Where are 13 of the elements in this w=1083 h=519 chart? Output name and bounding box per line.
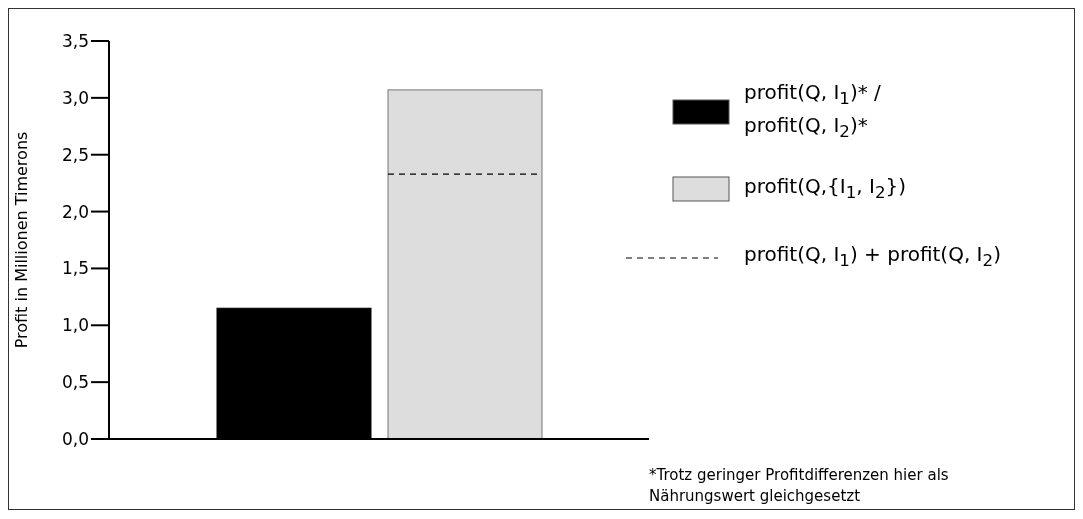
y-tick-label: 2,5 xyxy=(61,144,89,165)
y-tick-label: 3,0 xyxy=(61,87,89,108)
legend-label: profit(Q,{I$_{1}$, I$_{2}$}) xyxy=(744,173,907,202)
y-tick-label: 1,5 xyxy=(61,258,89,279)
y-tick-label: 0,0 xyxy=(61,429,89,450)
y-tick-label: 2,0 xyxy=(61,201,89,222)
y-tick-label: 1,0 xyxy=(61,315,89,336)
text: *Trotz geringer Profitdifferenzen hier als Nährungswert gleichgesetzt xyxy=(649,465,950,507)
y-tick-label: 0,5 xyxy=(61,372,89,393)
legend-label: profit(Q, I$_{1}$)* / profit(Q, I$_{2}$)* xyxy=(744,80,881,141)
y-axis-title: Profit in Millionen Timerons xyxy=(11,131,31,349)
legend-label: profit(Q, I$_{1}$) + profit(Q, I$_{2}$) xyxy=(744,242,1001,270)
y-tick-label: 3,5 xyxy=(61,31,89,52)
